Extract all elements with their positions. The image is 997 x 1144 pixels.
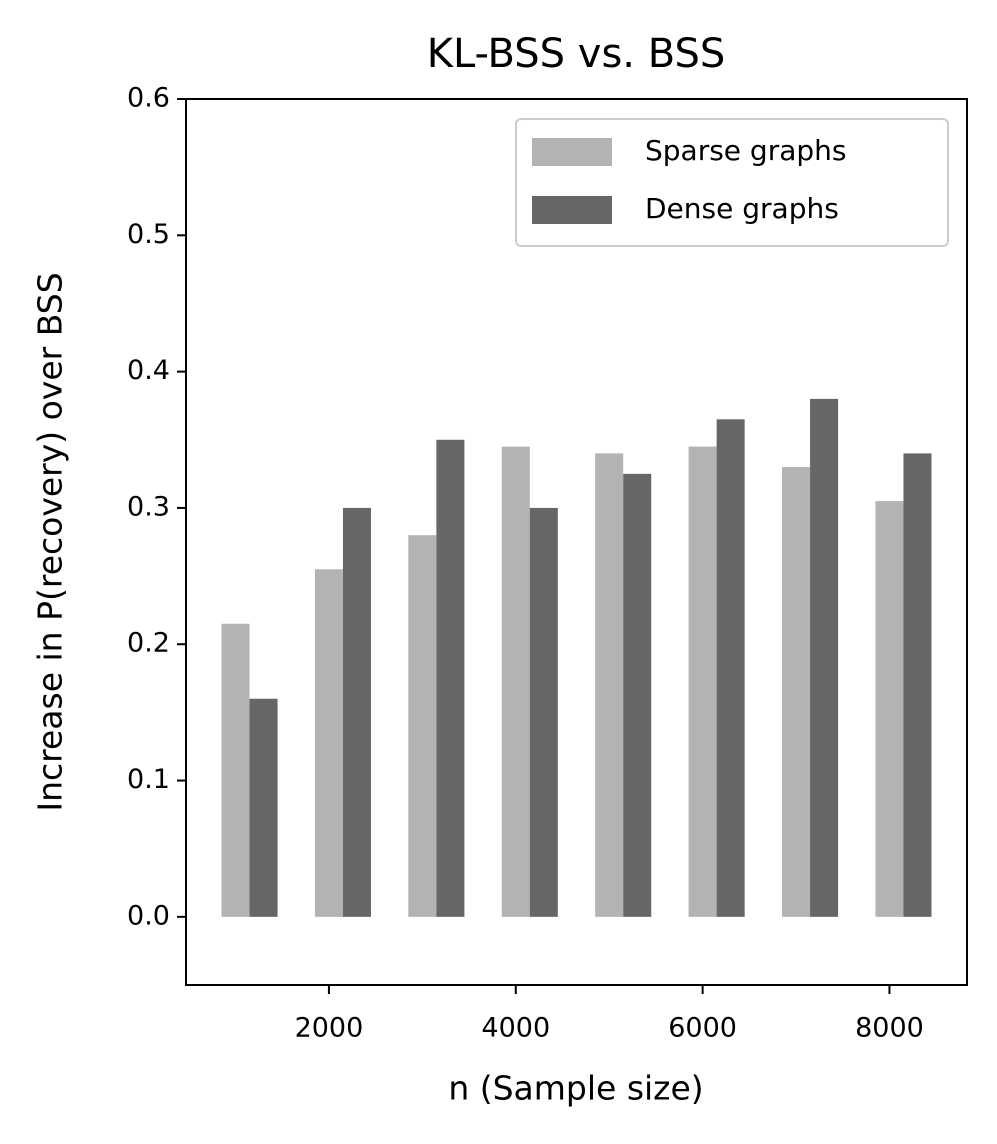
- y-tick-label: 0.4: [127, 355, 170, 386]
- bar: [623, 473, 652, 917]
- bar: [342, 507, 371, 917]
- legend-swatch: [532, 196, 612, 224]
- bar: [529, 507, 558, 917]
- y-tick-label: 0.1: [127, 764, 170, 795]
- legend-label: Sparse graphs: [645, 134, 846, 167]
- y-tick-label: 0.0: [127, 900, 170, 931]
- bar: [716, 419, 745, 917]
- bar: [875, 501, 904, 917]
- bar: [436, 439, 465, 917]
- bar: [810, 398, 839, 917]
- bar: [688, 446, 717, 917]
- legend-label: Dense graphs: [645, 192, 839, 225]
- plot-frame: [185, 98, 968, 986]
- y-tick-label: 0.3: [127, 491, 170, 522]
- bar: [501, 446, 530, 917]
- y-tick-label: 0.6: [127, 83, 170, 114]
- bar: [249, 698, 278, 917]
- chart-title: KL-BSS vs. BSS: [427, 31, 726, 77]
- x-tick-label: 4000: [481, 1013, 550, 1044]
- y-tick-label: 0.2: [127, 628, 170, 659]
- bar: [314, 569, 343, 917]
- bar: [221, 623, 250, 917]
- x-axis-label: n (Sample size): [448, 1069, 703, 1108]
- bar: [903, 453, 932, 917]
- legend-swatch: [532, 138, 612, 166]
- x-tick-label: 2000: [295, 1013, 364, 1044]
- y-axis-label: Increase in P(recovery) over BSS: [31, 272, 70, 811]
- x-tick-label: 6000: [668, 1013, 737, 1044]
- x-tick-label: 8000: [855, 1013, 924, 1044]
- y-tick-label: 0.5: [127, 219, 170, 250]
- bar: [595, 453, 624, 917]
- bar: [408, 535, 437, 917]
- bar: [782, 467, 811, 917]
- legend-box: [515, 118, 949, 247]
